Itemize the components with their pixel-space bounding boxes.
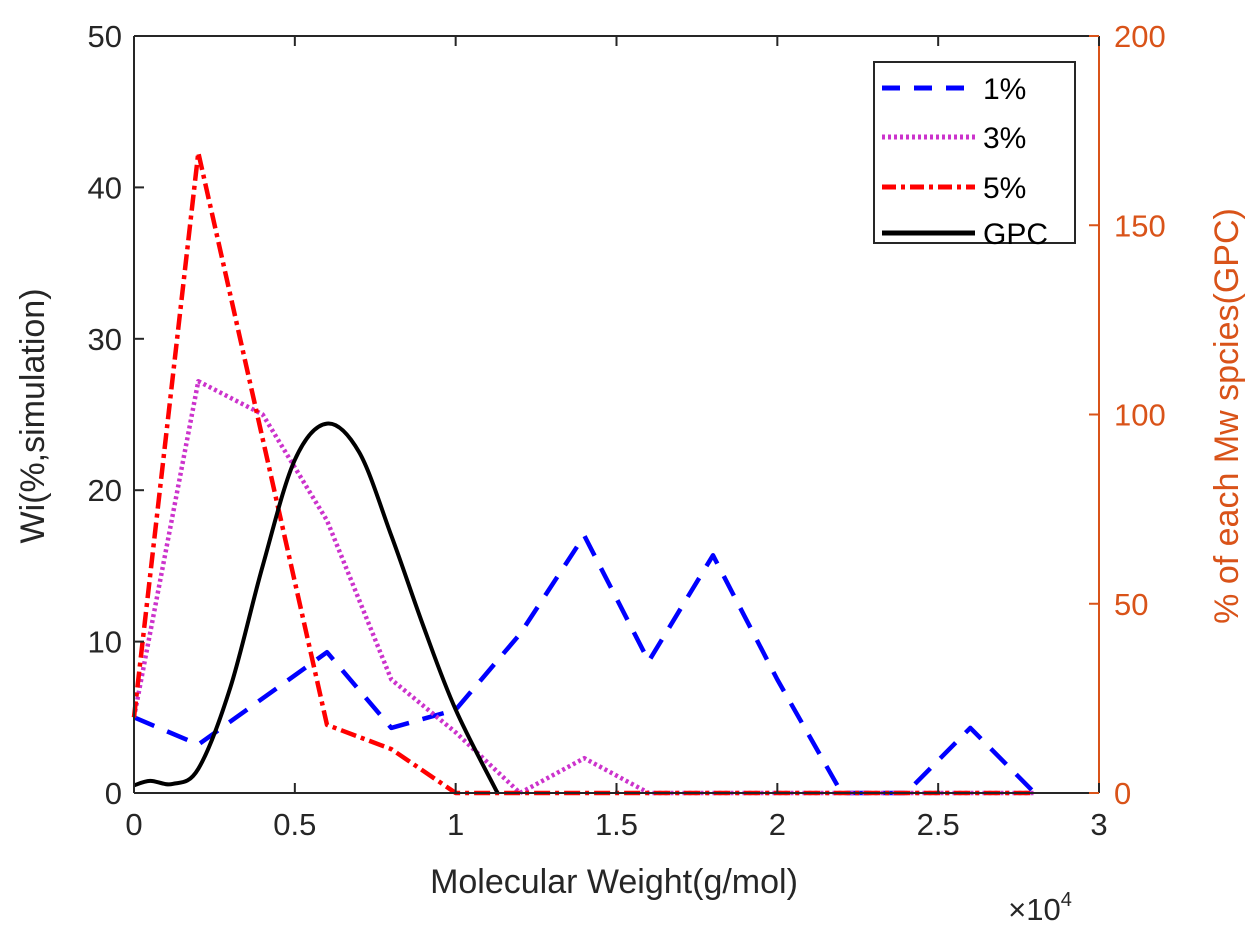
legend-box	[873, 61, 1076, 244]
legend-label-1pct: 1%	[983, 73, 1026, 106]
legend: 1% 3% 5% GPC	[873, 61, 1076, 251]
y-right-tick-label: 50	[1114, 587, 1148, 622]
y-tick-label: 50	[88, 19, 122, 54]
x-multiplier: ×104	[1008, 889, 1072, 927]
x-tick-label: 1	[447, 807, 464, 842]
x-multiplier-base: ×10	[1008, 892, 1061, 927]
y-tick-label: 30	[88, 322, 122, 357]
x-tick-label: 0.5	[273, 807, 316, 842]
y-right-tick-label: 150	[1114, 208, 1166, 243]
y-right-tick-label: 100	[1114, 398, 1166, 433]
y-tick-label: 10	[88, 625, 122, 660]
x-tick-label: 2	[769, 807, 786, 842]
y-tick-label: 0	[105, 776, 122, 811]
x-tick-label: 2.5	[917, 807, 960, 842]
x-tick-label: 3	[1090, 807, 1107, 842]
legend-label-5pct: 5%	[983, 172, 1026, 205]
x-tick-label: 1.5	[595, 807, 638, 842]
y-tick-label: 40	[88, 170, 122, 205]
x-multiplier-exponent: 4	[1061, 889, 1072, 911]
series-line-3pct	[131, 378, 1035, 796]
legend-label-gpc: GPC	[983, 218, 1048, 251]
y-axis-right-label: % of each Mw spcies(GPC)	[1208, 208, 1246, 624]
y-right-tick-label: 0	[1114, 776, 1131, 811]
legend-label-3pct: 3%	[983, 122, 1026, 155]
y-axis-label: Wi(%,simulation)	[14, 288, 52, 543]
y-right-tick-label: 200	[1114, 19, 1166, 54]
y-tick-label: 20	[88, 473, 122, 508]
x-tick-label: 0	[125, 807, 142, 842]
x-axis-label: Molecular Weight(g/mol)	[430, 863, 798, 901]
series-line-gpc	[133, 421, 500, 794]
